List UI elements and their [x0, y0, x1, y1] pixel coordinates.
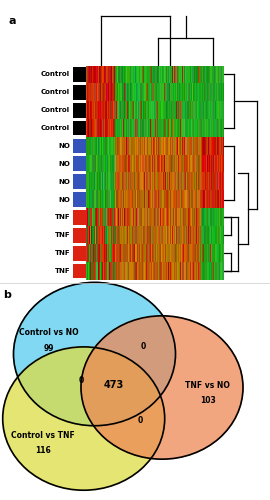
Text: Control: Control [41, 72, 70, 78]
Text: TNF: TNF [55, 250, 70, 256]
Text: 0: 0 [138, 416, 143, 426]
Text: a: a [8, 16, 16, 26]
Text: Control: Control [41, 90, 70, 96]
Text: NO: NO [58, 143, 70, 149]
Text: 99: 99 [43, 344, 54, 352]
Text: 116: 116 [35, 446, 51, 456]
Circle shape [81, 316, 243, 459]
Text: TNF: TNF [55, 232, 70, 238]
Text: Control: Control [41, 125, 70, 131]
Circle shape [14, 282, 176, 426]
Text: NO: NO [58, 196, 70, 202]
Text: b: b [3, 290, 11, 300]
Text: Control vs NO: Control vs NO [19, 328, 78, 337]
Circle shape [3, 347, 165, 490]
Text: NO: NO [58, 161, 70, 167]
Text: 0: 0 [140, 342, 146, 351]
Text: 103: 103 [200, 396, 216, 405]
Text: TNF vs NO: TNF vs NO [185, 380, 230, 390]
Text: TNF: TNF [55, 214, 70, 220]
Text: Control vs TNF: Control vs TNF [11, 431, 75, 440]
Text: NO: NO [58, 178, 70, 184]
Text: TNF: TNF [55, 268, 70, 274]
Text: 473: 473 [103, 380, 124, 390]
Text: 0: 0 [78, 376, 84, 385]
Text: Control: Control [41, 107, 70, 113]
